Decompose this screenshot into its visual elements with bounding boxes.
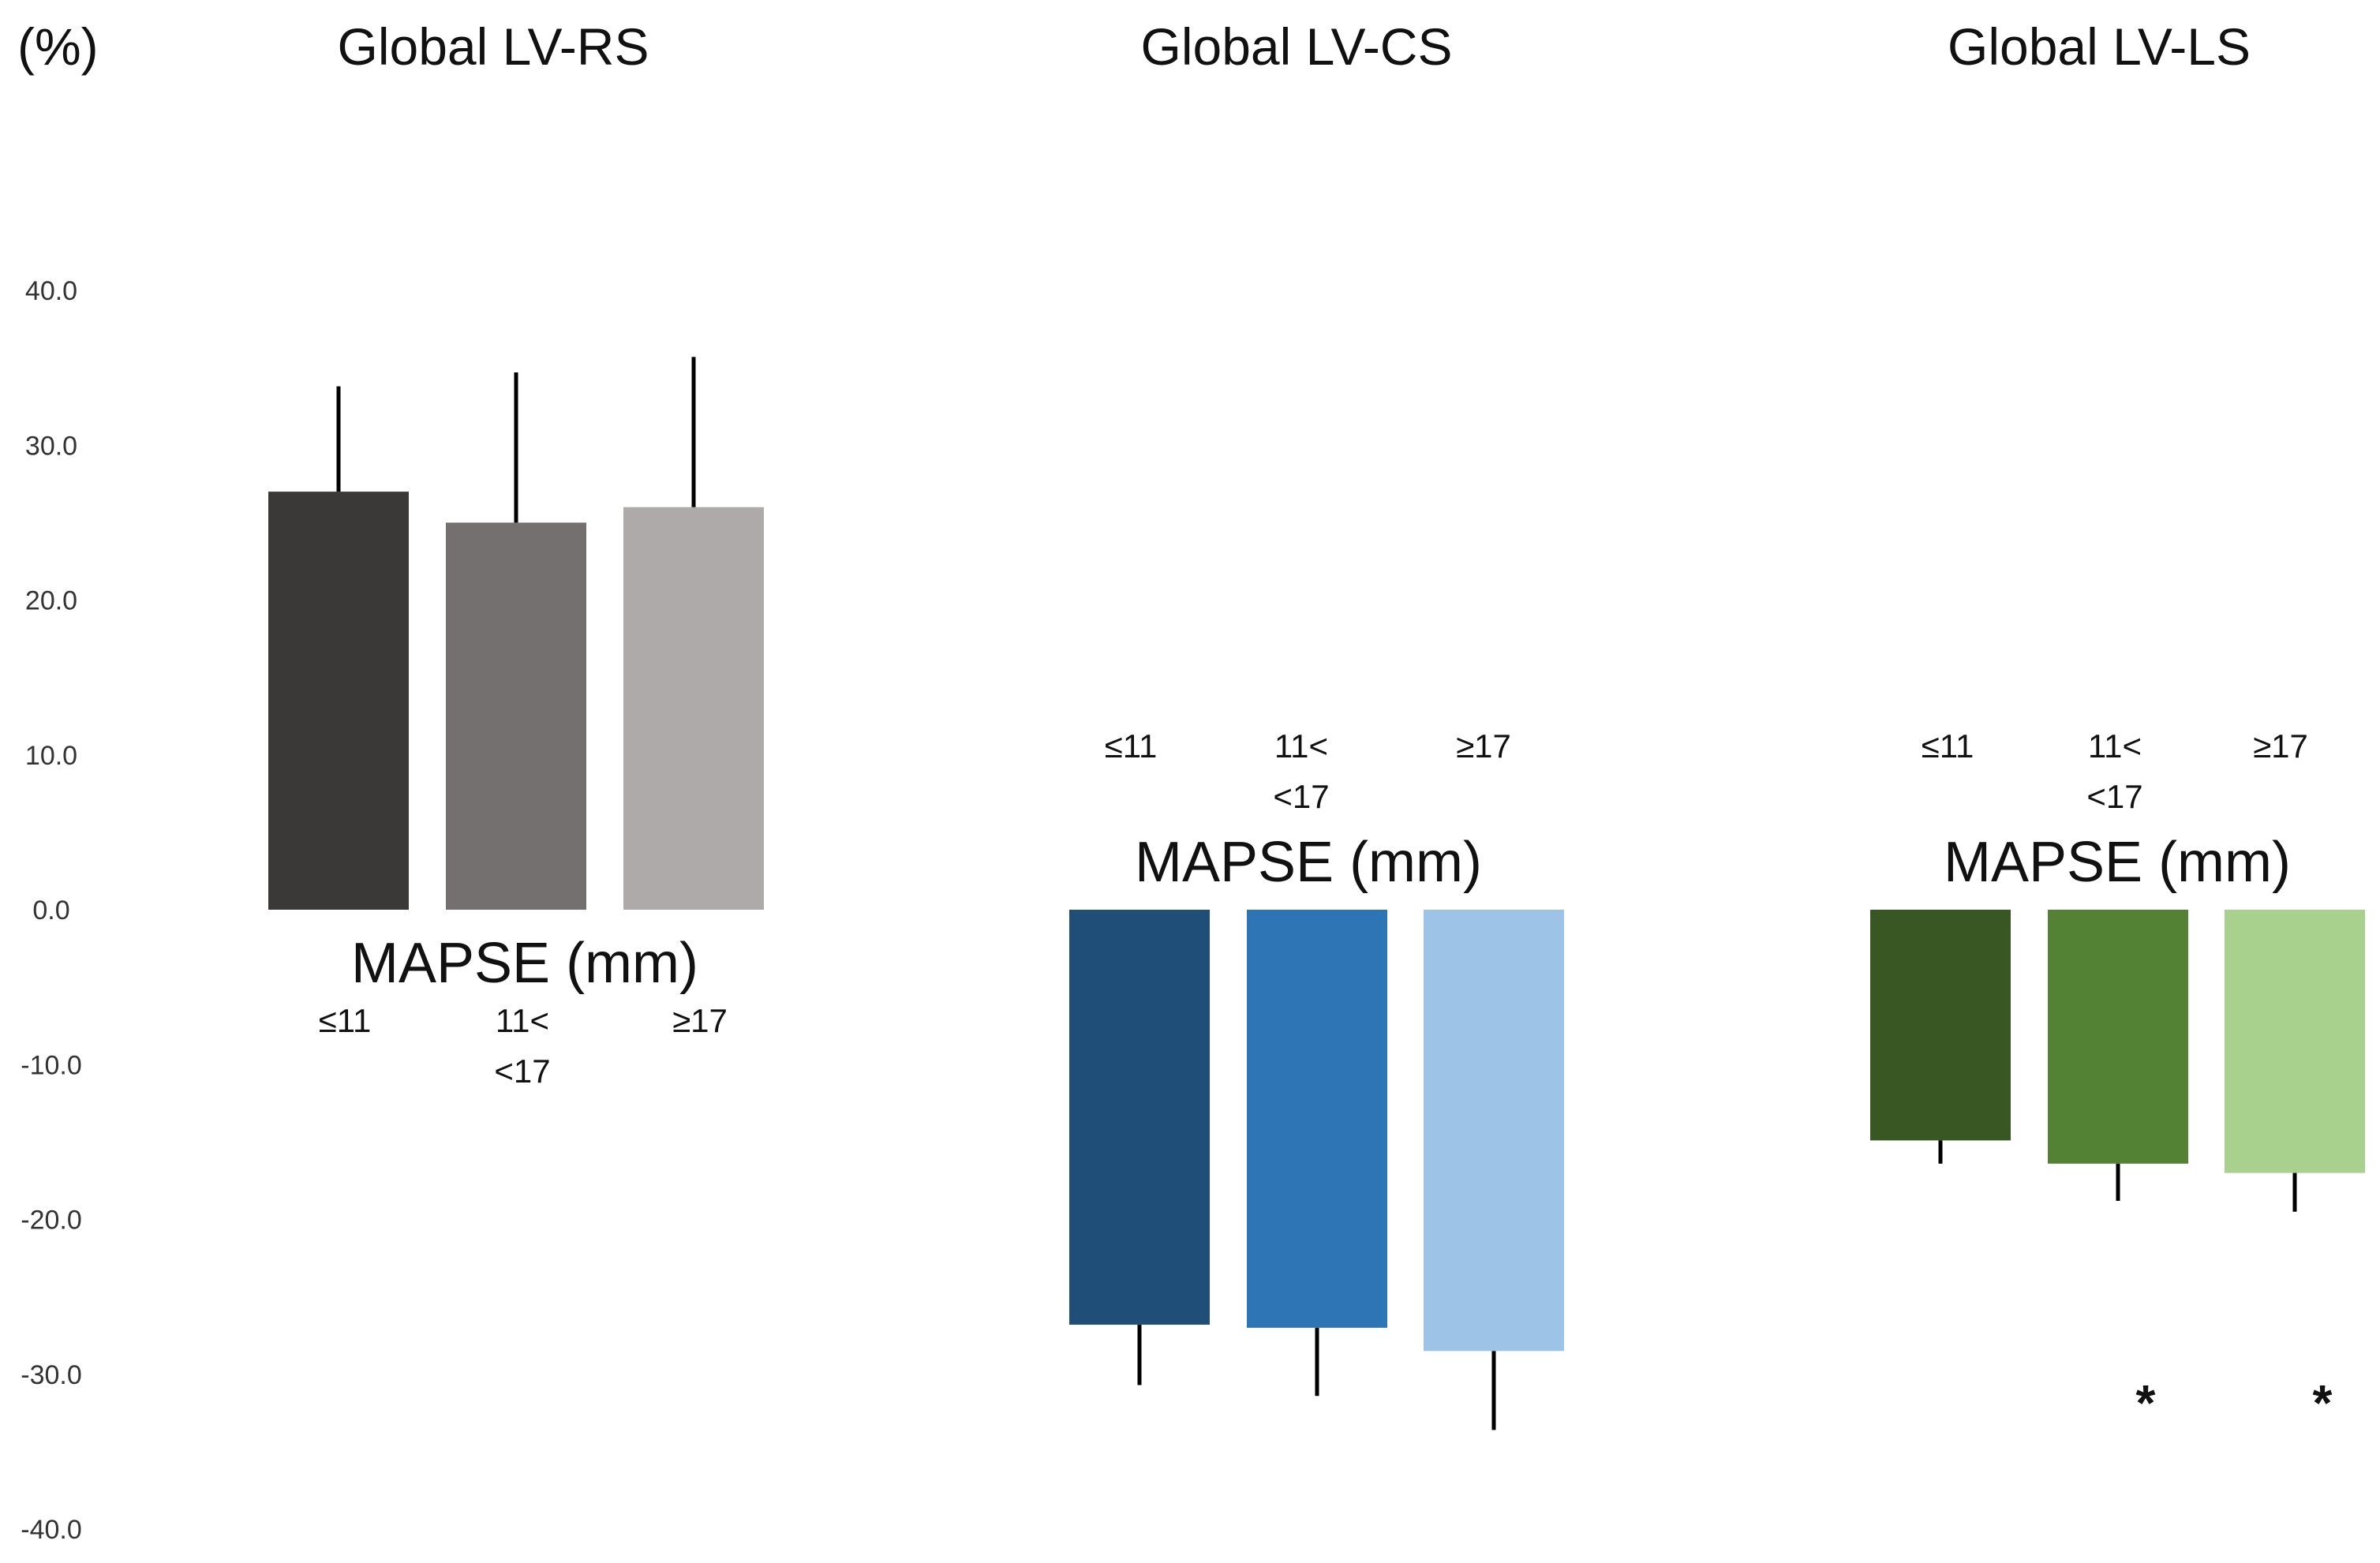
bar <box>446 522 586 910</box>
bar <box>623 507 764 910</box>
bar <box>268 492 409 910</box>
x-tick-label: 11< <box>496 1002 549 1039</box>
x-axis-label: MAPSE (mm) <box>1944 831 2291 894</box>
bar <box>2225 910 2365 1173</box>
bar <box>1870 910 2011 1141</box>
y-tick-label: -20.0 <box>21 1206 82 1236</box>
panel-3: Global LV-LS ≤11 * 11< <17 * ≥17 MAPSE (mm) <box>1870 17 2365 1431</box>
panel-2: Global LV-CS ≤11 11< <17 ≥17 MAPSE (mm) <box>1069 17 1564 1430</box>
bar <box>2048 910 2188 1164</box>
x-axis-label: MAPSE (mm) <box>1135 831 1482 894</box>
significance-marker: * <box>2313 1374 2333 1431</box>
panel-title: Global LV-LS <box>1948 17 2251 76</box>
x-tick-label: ≤11 <box>1922 727 1974 765</box>
y-tick-label: 30.0 <box>25 431 77 461</box>
y-tick-label: -40.0 <box>21 1515 82 1545</box>
panel-1: Global LV-RS ≤11 11< <17 ≥17 MAPSE (mm) <box>268 17 764 1090</box>
bar <box>1069 910 1210 1325</box>
significance-marker: * <box>2136 1374 2156 1431</box>
x-tick-label-line2: <17 <box>494 1053 550 1090</box>
y-axis-unit: (%) <box>17 17 99 76</box>
x-tick-label-line2: <17 <box>2086 778 2142 815</box>
bar <box>1247 910 1387 1328</box>
x-tick-label: 11< <box>2088 727 2142 765</box>
y-tick-label: -30.0 <box>21 1360 82 1390</box>
x-tick-label-line2: <17 <box>1273 778 1329 815</box>
bar <box>1424 910 1564 1352</box>
x-tick-label: 11< <box>1274 727 1328 765</box>
x-tick-label: ≥17 <box>672 1002 728 1039</box>
y-axis: 40.0 30.0 20.0 10.0 0.0 -10.0 -20.0 -30.0 -40.0 <box>21 276 82 1545</box>
x-tick-label: ≤11 <box>1105 727 1158 765</box>
panel-title: Global LV-RS <box>338 17 649 76</box>
y-tick-label: 40.0 <box>25 276 77 306</box>
x-tick-label: ≥17 <box>1456 727 1511 765</box>
y-tick-label: 10.0 <box>25 741 77 771</box>
x-tick-label: ≥17 <box>2253 727 2308 765</box>
panel-title: Global LV-CS <box>1141 17 1453 76</box>
y-tick-label: 20.0 <box>25 586 77 616</box>
y-tick-label: 0.0 <box>32 896 69 925</box>
y-tick-label: -10.0 <box>21 1050 82 1080</box>
x-axis-label: MAPSE (mm) <box>351 932 698 995</box>
x-tick-label: ≤11 <box>319 1002 372 1039</box>
